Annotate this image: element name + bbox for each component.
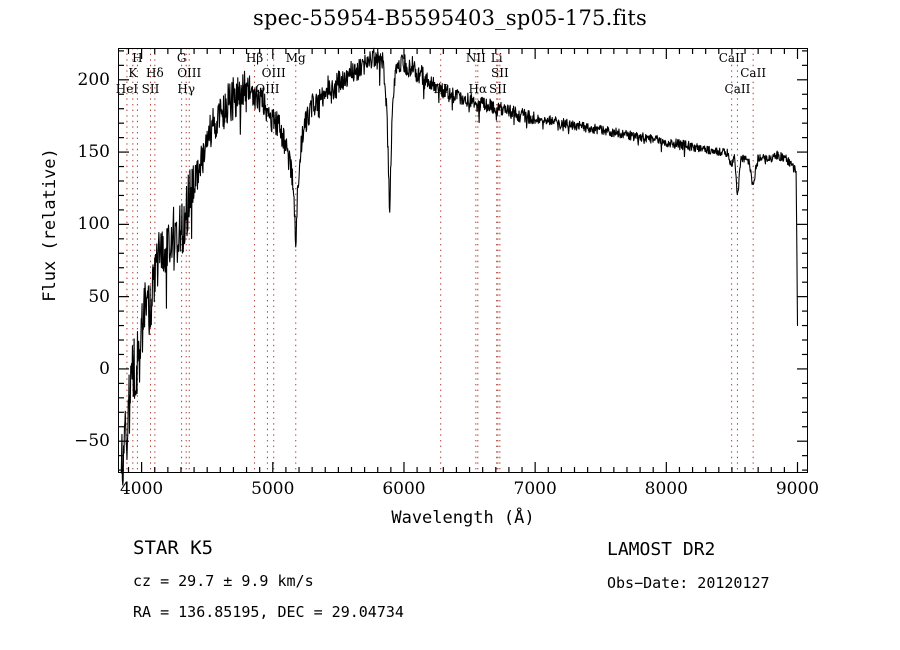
line-marker-group: [126, 48, 754, 473]
spectral-line-label-K: K: [128, 66, 138, 80]
spectral-line-label-HeI: HeI: [115, 82, 139, 96]
y-axis-tick-labels: −50 0 50 100 150 200: [50, 48, 110, 473]
spectral-line-label-H: Hδ: [146, 66, 164, 80]
spectral-line-label-Mg: Mg: [285, 51, 306, 65]
spectral-line-label-CaII: CaII: [718, 51, 745, 65]
spectral-line-label-OIII: OIII: [177, 66, 202, 80]
page-title: spec-55954-B5595403_sp05-175.fits: [253, 6, 647, 30]
spectral-line-label-NII: NII: [465, 51, 486, 65]
y-tick-label-1: 0: [99, 358, 110, 379]
y-axis-title: Flux (relative): [40, 148, 60, 302]
plot-area: HeI K H SII Hδ G Hγ OIII Hβ OIII OIII Mg DI NII Hα Li SI…: [115, 47, 808, 486]
y-tick-label-2: 50: [88, 286, 110, 307]
redshift-velocity-text: cz = 29.7 ± 9.9 km/s: [133, 572, 314, 590]
x-tick-label-4: 8000: [644, 479, 688, 499]
observation-date-text: Obs−Date: 20120127: [607, 574, 770, 592]
x-tick-label-2: 6000: [382, 479, 426, 499]
spectral-line-label-G: G: [176, 51, 187, 65]
x-axis-title: Wavelength (Å): [391, 508, 535, 528]
spectral-line-label-SII: SII: [489, 82, 507, 96]
spectral-line-label-OIII: OIII: [255, 82, 280, 96]
spectral-line-label-H: H: [132, 51, 143, 65]
spectrum-canvas: [118, 47, 808, 486]
y-tick-label-5: 200: [77, 69, 110, 90]
spectral-line-label-SII: SII: [491, 66, 509, 80]
y-tick-label-3: 100: [77, 214, 110, 235]
x-tick-label-5: 9000: [775, 479, 820, 499]
spectral-line-label-OIII: OIII: [261, 66, 286, 80]
axis-tick-group: [118, 48, 808, 473]
x-tick-label-1: 5000: [251, 479, 295, 499]
x-tick-label-3: 7000: [513, 479, 557, 499]
spectral-line-label-CaII: CaII: [740, 66, 767, 80]
spectral-line-label-H: Hβ: [245, 51, 264, 65]
spectral-line-label-Li: Li: [490, 51, 503, 65]
y-tick-label-4: 150: [77, 142, 110, 163]
spectral-line-label-DI: DI: [433, 82, 448, 96]
survey-name-text: LAMOST DR2: [607, 539, 716, 560]
object-class-text: STAR K5: [133, 537, 214, 559]
spectral-line-label-SII: SII: [141, 82, 160, 96]
y-tick-label-0: −50: [74, 431, 110, 452]
spectral-line-label-H: Hα: [468, 82, 488, 96]
x-tick-label-0: 4000: [119, 479, 164, 499]
spectrum-trace: [120, 47, 799, 486]
spectral-line-label-CaII: CaII: [724, 82, 751, 96]
spectral-line-label-H: Hγ: [177, 82, 196, 96]
x-axis-tick-labels: 4000 5000 6000 7000 8000 9000: [118, 479, 819, 503]
coordinates-text: RA = 136.85195, DEC = 29.04734: [133, 603, 404, 621]
